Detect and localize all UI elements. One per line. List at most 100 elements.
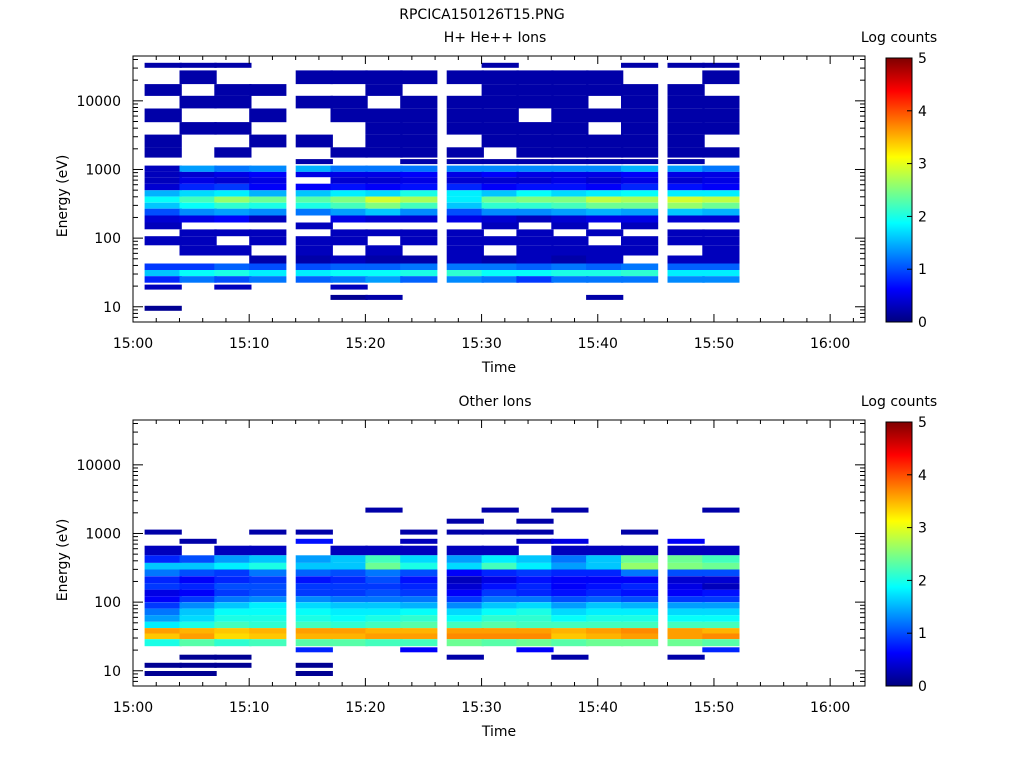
y-tick-label: 10000 bbox=[76, 458, 121, 474]
heatmap-cell bbox=[249, 596, 287, 603]
heatmap-cell bbox=[516, 639, 554, 647]
heatmap-cell bbox=[586, 255, 624, 264]
x-axis-label: Time bbox=[481, 724, 516, 740]
heatmap-cell bbox=[621, 529, 659, 535]
heatmap-cell bbox=[586, 294, 624, 300]
heatmap-cell bbox=[586, 621, 624, 629]
heatmap-cell bbox=[295, 639, 333, 647]
heatmap-cell bbox=[400, 583, 438, 590]
heatmap-cell bbox=[516, 190, 554, 197]
heatmap-cell bbox=[667, 562, 705, 570]
heatmap-cell bbox=[365, 583, 403, 590]
heatmap-cell bbox=[446, 562, 484, 570]
heatmap-cell bbox=[446, 159, 484, 165]
heatmap-cell bbox=[365, 276, 403, 283]
heatmap-cell bbox=[586, 70, 624, 85]
heatmap-cell bbox=[446, 196, 484, 203]
heatmap-cell bbox=[179, 95, 217, 109]
heatmap-cell bbox=[365, 263, 403, 270]
heatmap-cell bbox=[330, 208, 368, 216]
heatmap-cell bbox=[179, 589, 217, 597]
heatmap-cell bbox=[516, 159, 554, 165]
heatmap-cell bbox=[400, 183, 438, 191]
heatmap-cell bbox=[702, 589, 740, 597]
heatmap-cell bbox=[214, 602, 252, 609]
heatmap-cell bbox=[365, 608, 403, 616]
heatmap-cell bbox=[621, 108, 659, 123]
heatmap-cell bbox=[249, 589, 287, 597]
heatmap-cell bbox=[516, 183, 554, 191]
heatmap-cell bbox=[621, 596, 659, 603]
heatmap-cell bbox=[144, 555, 182, 563]
heatmap-cell bbox=[295, 647, 333, 653]
heatmap-cell bbox=[144, 602, 182, 609]
heatmap-cell bbox=[551, 276, 589, 283]
heatmap-cell bbox=[446, 583, 484, 590]
heatmap-cell bbox=[702, 545, 740, 556]
heatmap-cell bbox=[400, 70, 438, 85]
plot-frame bbox=[132, 419, 866, 687]
heatmap-cell bbox=[249, 196, 287, 203]
heatmap-cell bbox=[481, 62, 519, 68]
x-tick-label: 15:30 bbox=[461, 336, 501, 352]
heatmap-cell bbox=[667, 122, 705, 135]
heatmap-cell bbox=[144, 171, 182, 178]
heatmap-cell bbox=[249, 84, 287, 96]
heatmap-cell bbox=[481, 95, 519, 109]
heatmap-cell bbox=[516, 95, 554, 109]
heatmap-cell bbox=[144, 589, 182, 597]
x-axis: 15:00 15:10 15:20 15:30 15:40 15:50 16:00 bbox=[113, 56, 854, 352]
heatmap-cell bbox=[516, 621, 554, 629]
colorbar-label: Log counts bbox=[861, 394, 937, 410]
heatmap-cell bbox=[400, 147, 438, 158]
heatmap-cell bbox=[702, 190, 740, 197]
heatmap-cell bbox=[365, 147, 403, 158]
heatmap-cell bbox=[621, 134, 659, 148]
heatmap-cell bbox=[586, 177, 624, 184]
heatmap-cell bbox=[621, 183, 659, 191]
heatmap-cell bbox=[667, 583, 705, 590]
heatmap-cell bbox=[249, 628, 287, 634]
x-tick-label: 15:40 bbox=[578, 336, 618, 352]
heatmap-cell bbox=[621, 236, 659, 246]
heatmap-cell bbox=[144, 562, 182, 570]
heatmap-cell bbox=[249, 208, 287, 216]
heatmap-cell bbox=[400, 255, 438, 264]
heatmap-cell bbox=[365, 202, 403, 209]
heatmap-cell bbox=[249, 202, 287, 209]
heatmap-cell bbox=[586, 628, 624, 634]
heatmap-cell bbox=[551, 545, 589, 556]
heatmap-cell bbox=[481, 621, 519, 629]
heatmap-cell bbox=[295, 208, 333, 216]
heatmap-cell bbox=[667, 589, 705, 597]
heatmap-cell bbox=[667, 639, 705, 647]
heatmap-cell bbox=[702, 270, 740, 277]
heatmap-cell bbox=[586, 608, 624, 616]
heatmap-cell bbox=[551, 255, 589, 264]
heatmap-cell bbox=[295, 596, 333, 603]
heatmap-cell bbox=[481, 615, 519, 622]
heatmap-cell bbox=[551, 147, 589, 158]
heatmap-cell bbox=[330, 202, 368, 209]
heatmap-cell bbox=[179, 654, 217, 660]
heatmap-cell bbox=[481, 608, 519, 616]
heatmap-cell bbox=[295, 662, 333, 668]
heatmap-cell bbox=[295, 602, 333, 609]
heatmap-cell bbox=[481, 529, 519, 535]
heatmap-cell bbox=[330, 263, 368, 270]
heatmap-cell bbox=[551, 507, 589, 513]
heatmap-cell bbox=[667, 159, 705, 165]
heatmap-cell bbox=[551, 202, 589, 209]
heatmap-cell bbox=[330, 589, 368, 597]
heatmap-cell bbox=[179, 196, 217, 203]
heatmap-cell bbox=[249, 177, 287, 184]
heatmap-cell bbox=[446, 276, 484, 283]
heatmap-cell bbox=[551, 134, 589, 148]
heatmap-cell bbox=[621, 222, 659, 230]
heatmap-cell bbox=[330, 583, 368, 590]
heatmap-cell bbox=[551, 190, 589, 197]
heatmap-cell bbox=[481, 236, 519, 246]
heatmap-cell bbox=[144, 305, 182, 311]
heatmap-cell bbox=[481, 84, 519, 96]
